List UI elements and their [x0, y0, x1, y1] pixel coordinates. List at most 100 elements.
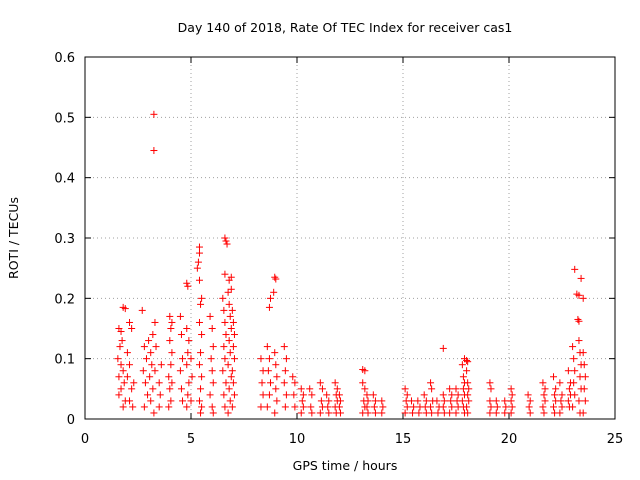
- data-point: [422, 397, 430, 405]
- data-point: [556, 379, 564, 387]
- data-point: [148, 361, 156, 369]
- data-point: [226, 349, 234, 357]
- data-point: [486, 379, 494, 387]
- x-tick-label: 15: [395, 432, 412, 447]
- data-point: [541, 397, 549, 405]
- data-point: [271, 409, 279, 417]
- data-point: [121, 305, 129, 313]
- data-point: [220, 306, 228, 314]
- data-point: [577, 274, 585, 282]
- data-point: [427, 379, 435, 387]
- data-point: [492, 409, 500, 417]
- data-point: [183, 325, 191, 332]
- data-point: [291, 379, 299, 387]
- data-point: [185, 379, 193, 387]
- data-point: [141, 379, 149, 387]
- data-point: [184, 282, 192, 290]
- data-point: [176, 312, 184, 320]
- data-point: [463, 367, 471, 375]
- data-point: [209, 379, 217, 387]
- data-point: [219, 294, 227, 302]
- data-point: [280, 343, 288, 351]
- data-point: [324, 403, 332, 411]
- data-point: [198, 294, 206, 302]
- data-point: [188, 373, 196, 381]
- data-point: [427, 403, 435, 411]
- data-point: [433, 397, 441, 405]
- data-point: [308, 409, 316, 417]
- data-point: [145, 337, 153, 345]
- data-point: [120, 379, 128, 387]
- data-point: [225, 300, 233, 308]
- x-tick-label: 10: [289, 432, 306, 447]
- data-point: [407, 397, 415, 405]
- data-point: [282, 391, 290, 399]
- data-point: [195, 249, 203, 257]
- data-point: [464, 409, 472, 417]
- y-tick-label: 0.4: [54, 172, 75, 187]
- data-point: [493, 403, 501, 411]
- y-axis-ticks: 0 0.1 0.2 0.3 0.4 0.5 0.6: [54, 51, 615, 428]
- data-point: [128, 385, 136, 393]
- data-point: [463, 403, 471, 411]
- data-point: [265, 355, 273, 363]
- data-point: [333, 385, 341, 393]
- data-point: [224, 288, 232, 296]
- data-point: [177, 331, 185, 339]
- y-tick-label: 0.2: [54, 292, 75, 307]
- data-point: [361, 385, 369, 393]
- data-point: [116, 343, 124, 351]
- data-point: [570, 355, 578, 363]
- data-point: [167, 397, 175, 405]
- data-point: [150, 409, 158, 417]
- data-point: [226, 397, 234, 405]
- data-point: [187, 397, 195, 405]
- data-point: [297, 409, 305, 417]
- data-point: [150, 147, 158, 155]
- data-point: [571, 391, 579, 399]
- plot-frame: [84, 56, 616, 420]
- data-point: [464, 391, 472, 399]
- data-point: [580, 385, 588, 393]
- data-point: [176, 367, 184, 375]
- data-point: [361, 367, 369, 375]
- data-point: [550, 373, 558, 381]
- data-point: [206, 391, 214, 399]
- data-point: [550, 403, 558, 411]
- data-point: [129, 403, 137, 411]
- data-point: [126, 318, 134, 326]
- data-point: [227, 273, 235, 281]
- data-point: [166, 337, 174, 345]
- data-point: [222, 379, 230, 387]
- data-point: [140, 343, 148, 351]
- data-point: [486, 409, 494, 417]
- data-point: [281, 403, 289, 411]
- data-point: [193, 264, 201, 272]
- data-point: [152, 343, 160, 351]
- data-point: [230, 331, 238, 339]
- data-point: [581, 397, 589, 405]
- data-point: [206, 312, 214, 320]
- data-point: [208, 325, 216, 332]
- data-point: [579, 409, 587, 417]
- data-point: [580, 361, 588, 369]
- data-point: [146, 373, 154, 381]
- data-point: [501, 397, 509, 405]
- data-point: [195, 361, 203, 369]
- data-point: [486, 397, 494, 405]
- data-point: [228, 403, 236, 411]
- data-point: [564, 367, 572, 375]
- data-point: [579, 349, 587, 357]
- x-tick-label: 5: [187, 432, 195, 447]
- data-point: [420, 391, 428, 399]
- data-point: [452, 409, 460, 417]
- data-point: [227, 285, 235, 293]
- data-point: [271, 273, 279, 281]
- data-point: [184, 349, 192, 357]
- data-point: [575, 291, 583, 299]
- data-point: [526, 397, 534, 405]
- data-point: [428, 409, 436, 417]
- data-point: [552, 385, 560, 393]
- data-point: [230, 355, 238, 363]
- data-point: [144, 391, 152, 399]
